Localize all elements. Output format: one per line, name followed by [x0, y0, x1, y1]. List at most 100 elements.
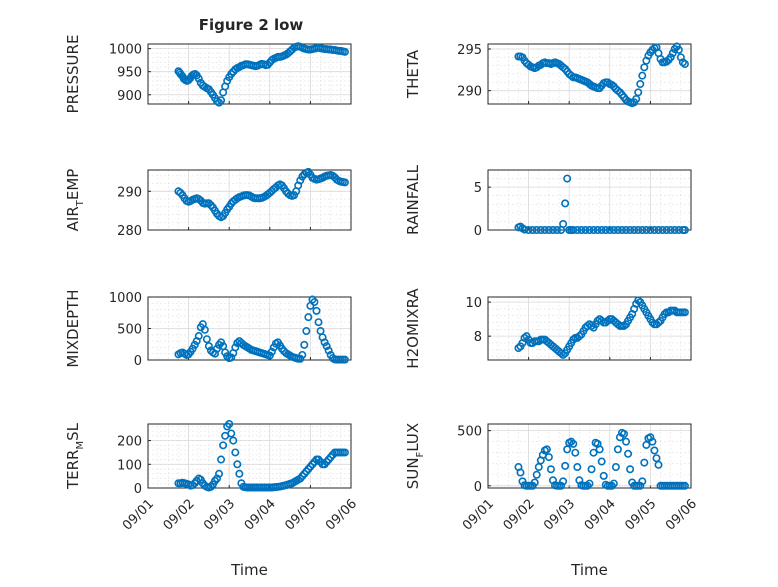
data-point	[589, 448, 598, 457]
data-point	[223, 352, 232, 361]
data-point	[557, 349, 566, 358]
data-point	[225, 419, 234, 428]
data-point	[668, 49, 677, 58]
data-point	[587, 321, 596, 330]
y-tick-label: 295	[457, 43, 482, 58]
data-point	[640, 63, 649, 72]
data-point	[654, 318, 663, 327]
data-point	[561, 461, 570, 470]
data-point	[532, 226, 541, 235]
data-point	[524, 226, 533, 235]
data-point	[587, 465, 596, 474]
y-tick-label: 1000	[109, 43, 142, 58]
data-point	[605, 226, 614, 235]
data-point	[662, 226, 671, 235]
x-tick-label: 09/01	[460, 496, 497, 533]
x-tick-label: 09/06	[323, 496, 360, 533]
y-axis-label: RAINFALL	[404, 164, 422, 235]
data-point	[217, 96, 226, 105]
y-tick-label: 100	[117, 458, 142, 473]
data-point	[622, 226, 631, 235]
data-point	[613, 226, 622, 235]
x-tick-label: 09/05	[282, 496, 319, 533]
data-point	[609, 479, 618, 488]
data-point	[638, 477, 647, 486]
data-point	[215, 469, 224, 478]
data-point	[532, 470, 541, 479]
data-point	[573, 226, 582, 235]
data-point	[622, 437, 631, 446]
data-point	[231, 343, 240, 352]
x-tick-label: 09/05	[622, 496, 659, 533]
subplot-8: 09/01 09/02 09/03 09/04 09/05 09/06 0 500 SUNFLU…	[404, 423, 700, 579]
plot-border	[487, 296, 692, 361]
x-tick-label: 09/06	[663, 496, 700, 533]
data-point	[340, 448, 349, 457]
data-point	[654, 460, 663, 469]
data-point	[227, 429, 236, 438]
data-point	[648, 437, 657, 446]
data-point	[227, 353, 236, 362]
data-point	[340, 47, 349, 56]
data-point	[601, 226, 610, 235]
data-point	[640, 458, 649, 467]
data-point	[634, 226, 643, 235]
data-point	[553, 226, 562, 235]
x-tick-label: 09/02	[161, 496, 198, 533]
x-tick-label: 09/04	[242, 496, 279, 533]
data-point	[194, 74, 203, 83]
data-point	[542, 445, 551, 454]
data-point	[654, 226, 663, 235]
plot-area	[487, 169, 692, 231]
data-point	[528, 226, 537, 235]
data-point	[680, 308, 689, 317]
data-point	[322, 342, 331, 351]
data-point	[324, 346, 333, 355]
data-point	[200, 325, 209, 334]
data-point	[617, 226, 626, 235]
data-point	[636, 481, 645, 490]
data-point	[611, 463, 620, 472]
data-point	[646, 433, 655, 442]
data-point	[536, 226, 545, 235]
data-point	[219, 441, 228, 450]
data-point	[546, 465, 555, 474]
plot-border	[147, 423, 352, 489]
y-axis-label: TERRMSL	[64, 422, 86, 490]
data-point	[650, 226, 659, 235]
data-point	[544, 453, 553, 462]
data-point	[638, 226, 647, 235]
data-point	[231, 448, 240, 457]
y-axis-label: THETA	[404, 49, 422, 99]
data-point	[296, 176, 305, 185]
data-point	[666, 226, 675, 235]
data-point	[514, 344, 523, 353]
data-point	[229, 436, 238, 445]
y-tick-label: 900	[117, 89, 142, 104]
data-point	[235, 469, 244, 478]
x-axis-label: Time	[570, 561, 608, 579]
y-tick-label: 5	[474, 181, 482, 196]
y-axis-label: MIXDEPTH	[64, 289, 82, 367]
data-point	[340, 355, 349, 364]
y-tick-label: 290	[457, 85, 482, 100]
data-point	[516, 468, 525, 477]
data-point	[658, 226, 667, 235]
y-tick-label: 8	[474, 330, 482, 345]
data-point	[626, 465, 635, 474]
data-point	[597, 457, 606, 466]
data-point	[613, 445, 622, 454]
subplot-3: 280 290 AIRTEMP	[64, 167, 352, 239]
subplot-5: 0 500 1000 MIXDEPTH	[64, 289, 352, 369]
data-point	[642, 226, 651, 235]
data-point	[569, 226, 578, 235]
subplot-2: 290 295 THETA	[404, 42, 692, 108]
y-tick-label: 200	[117, 435, 142, 450]
subplot-6: 8 10 H2OMIXRA	[404, 288, 692, 369]
y-tick-label: 1000	[109, 291, 142, 306]
data-point	[559, 350, 568, 359]
data-point	[626, 226, 635, 235]
data-point	[302, 327, 311, 336]
y-axis-label: H2OMIXRA	[404, 288, 422, 369]
